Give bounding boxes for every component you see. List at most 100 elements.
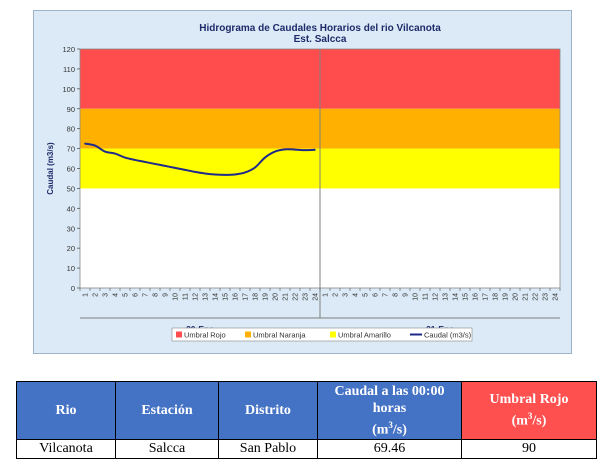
x-tick-label: 24 bbox=[313, 293, 320, 301]
data-point bbox=[134, 159, 136, 161]
data-point bbox=[84, 142, 86, 145]
y-tick-label: 40 bbox=[67, 204, 75, 213]
legend-label: Umbral Naranja bbox=[253, 331, 306, 340]
y-tick-label: 70 bbox=[67, 145, 75, 154]
x-tick-label: 2 bbox=[333, 293, 340, 297]
y-tick-label: 120 bbox=[62, 45, 75, 54]
x-tick-label: 4 bbox=[353, 293, 360, 297]
y-tick-label: 10 bbox=[67, 264, 75, 273]
x-tick-label: 13 bbox=[443, 293, 450, 301]
y-axis-label: Caudal (m3/s) bbox=[46, 142, 55, 195]
cell-umbral-rojo: 90 bbox=[461, 439, 597, 459]
x-tick-label: 12 bbox=[193, 293, 200, 301]
cell-distrito: San Pablo bbox=[218, 439, 318, 459]
unit-sup: 3 bbox=[388, 419, 393, 430]
data-point bbox=[114, 152, 116, 155]
data-point bbox=[164, 165, 166, 167]
data-point bbox=[274, 150, 276, 153]
x-tick-label: 21 bbox=[283, 293, 290, 301]
x-tick-label: 1 bbox=[83, 293, 90, 297]
x-tick-label: 17 bbox=[243, 293, 250, 301]
header-rio: Rio bbox=[16, 381, 116, 440]
header-umbral-rojo: Umbral Rojo (m3/s) bbox=[461, 381, 597, 440]
cell-rio: Vilcanota bbox=[16, 439, 116, 459]
x-tick-label: 14 bbox=[213, 293, 220, 301]
unit-base: (m bbox=[511, 413, 528, 429]
x-tick-label: 9 bbox=[163, 293, 170, 297]
x-tick-label: 11 bbox=[423, 293, 430, 300]
x-tick-label: 3 bbox=[343, 293, 350, 297]
table-row: Vilcanota Salcca San Pablo 69.46 90 bbox=[16, 439, 597, 459]
legend-swatch bbox=[176, 331, 182, 338]
x-tick-label: 23 bbox=[543, 293, 550, 301]
x-tick-label: 15 bbox=[223, 293, 230, 301]
x-tick-label: 5 bbox=[123, 293, 130, 297]
x-tick-label: 3 bbox=[103, 293, 110, 297]
x-tick-label: 12 bbox=[433, 293, 440, 301]
x-tick-label: 8 bbox=[393, 293, 400, 297]
cell-estacion: Salcca bbox=[115, 439, 219, 459]
x-tick-label: 10 bbox=[413, 293, 420, 301]
x-tick-label: 2 bbox=[93, 293, 100, 297]
cell-caudal: 69.46 bbox=[317, 439, 462, 459]
x-tick-label: 15 bbox=[463, 293, 470, 301]
y-tick-label: 90 bbox=[67, 105, 75, 114]
station-table: Rio Estación Distrito Caudal a las 00:00… bbox=[16, 381, 597, 459]
header-caudal-unit: (m3/s) bbox=[322, 417, 457, 439]
x-tick-label: 20 bbox=[513, 293, 520, 301]
x-tick-label: 20 bbox=[273, 293, 280, 301]
x-tick-label: 7 bbox=[143, 293, 150, 297]
unit-tail: /s) bbox=[392, 422, 407, 438]
y-tick-label: 30 bbox=[67, 224, 75, 233]
x-tick-label: 9 bbox=[403, 293, 410, 297]
header-umbral-unit: (m3/s) bbox=[466, 408, 592, 430]
data-point bbox=[314, 148, 316, 151]
x-tick-label: 5 bbox=[363, 293, 370, 297]
data-point bbox=[154, 163, 156, 165]
data-point bbox=[234, 173, 236, 176]
x-tick-label: 19 bbox=[263, 293, 270, 301]
unit-base: (m bbox=[372, 422, 389, 438]
y-tick-label: 80 bbox=[67, 125, 75, 134]
unit-tail: /s) bbox=[532, 413, 547, 429]
header-umbral-label: Umbral Rojo bbox=[489, 392, 569, 408]
data-point bbox=[294, 148, 296, 151]
y-tick-label: 50 bbox=[67, 184, 75, 193]
x-tick-label: 13 bbox=[203, 293, 210, 301]
x-tick-label: 24 bbox=[553, 293, 560, 301]
x-tick-label: 1 bbox=[323, 293, 330, 297]
x-tick-label: 22 bbox=[293, 293, 300, 301]
chart-subtitle: Est. Salcca bbox=[294, 34, 347, 45]
legend-swatch bbox=[330, 331, 336, 338]
x-tick-label: 17 bbox=[483, 293, 490, 301]
x-tick-label: 21 bbox=[523, 293, 530, 301]
unit-sup: 3 bbox=[527, 411, 533, 422]
x-tick-label: 19 bbox=[503, 293, 510, 301]
header-estacion: Estación bbox=[115, 381, 219, 440]
data-point bbox=[254, 166, 256, 169]
x-tick-label: 4 bbox=[113, 293, 120, 297]
data-point bbox=[204, 172, 206, 175]
hydrograph-chart: Hidrograma de Caudales Horarios del rio … bbox=[46, 23, 561, 342]
chart-title: Hidrograma de Caudales Horarios del rio … bbox=[199, 23, 441, 34]
x-tick-label: 10 bbox=[173, 293, 180, 301]
data-point bbox=[94, 144, 96, 147]
chart-panel: Hidrograma de Caudales Horarios del rio … bbox=[33, 10, 572, 354]
x-tick-label: 8 bbox=[153, 293, 160, 297]
x-tick-label: 18 bbox=[493, 293, 500, 301]
legend-label: Umbral Rojo bbox=[184, 331, 226, 340]
data-point bbox=[214, 173, 216, 176]
data-point bbox=[264, 156, 266, 159]
data-point bbox=[174, 167, 176, 169]
data-point bbox=[124, 156, 126, 159]
legend-swatch bbox=[245, 331, 251, 338]
header-caudal-label: Caudal a las 00:00 horas bbox=[334, 383, 445, 416]
table-header-row: Rio Estación Distrito Caudal a las 00:00… bbox=[16, 381, 597, 440]
series-line-caudal bbox=[84, 142, 316, 176]
x-tick-label: 18 bbox=[253, 293, 260, 301]
legend-box bbox=[171, 327, 473, 342]
y-tick-label: 20 bbox=[67, 244, 75, 253]
header-caudal: Caudal a las 00:00 horas (m3/s) bbox=[317, 381, 462, 440]
data-point bbox=[184, 169, 186, 171]
y-tick-label: 110 bbox=[63, 65, 75, 74]
